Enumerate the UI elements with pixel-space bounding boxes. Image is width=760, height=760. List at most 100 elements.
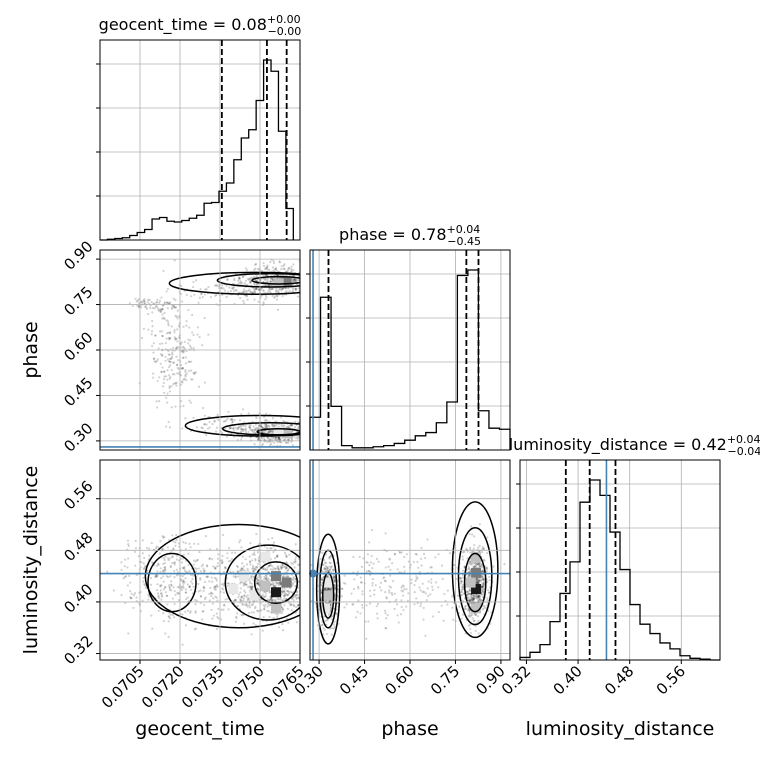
sample-point [272, 269, 275, 272]
sample-point [160, 592, 163, 595]
sample-point [475, 595, 479, 598]
sample-point [277, 437, 280, 440]
sample-point [266, 598, 269, 601]
sample-point [199, 595, 203, 598]
sample-point [154, 305, 158, 308]
sample-point [285, 575, 288, 578]
sample-point [158, 597, 161, 600]
sample-point [269, 437, 272, 440]
sample-point [165, 594, 169, 597]
sample-point [256, 268, 260, 271]
sample-point [216, 599, 219, 602]
sample-point [294, 558, 297, 561]
sample-point [361, 590, 364, 593]
sample-point [193, 293, 196, 296]
sample-point [480, 563, 483, 566]
sample-point [150, 614, 153, 617]
sample-point [297, 278, 300, 282]
sample-point [186, 583, 189, 586]
sample-point [160, 584, 163, 587]
sample-point [275, 298, 279, 301]
sample-point [286, 607, 289, 610]
sample-point [128, 302, 132, 305]
grid-2-0 [100, 460, 301, 660]
sample-point [472, 597, 475, 600]
sample-point [220, 608, 223, 611]
sample-point [256, 565, 259, 568]
sample-point [263, 438, 266, 441]
sample-point [403, 565, 406, 568]
title-text: geocent_time = 0.08 [99, 15, 267, 35]
title-luminosity_distance: luminosity_distance = 0.42+0.04 −0.04 [509, 433, 760, 458]
sample-point [273, 441, 276, 444]
sample-point [468, 567, 471, 570]
sample-point [154, 574, 158, 577]
sample-point [479, 565, 482, 568]
sample-point [204, 535, 208, 538]
sample-point [485, 570, 488, 573]
sample-point [469, 563, 473, 566]
sample-point [143, 300, 146, 303]
sample-point [460, 588, 463, 592]
sample-point [476, 581, 479, 584]
sample-point [187, 342, 190, 345]
sample-point [470, 594, 473, 597]
sample-point [481, 593, 484, 596]
sample-point [165, 301, 168, 304]
sample-point [276, 566, 279, 569]
sample-point [234, 576, 237, 579]
sample-point [278, 261, 281, 264]
sample-point [271, 599, 274, 602]
sample-point [189, 339, 192, 342]
sample-point [481, 590, 485, 593]
sample-point [302, 435, 304, 437]
sample-point [281, 591, 284, 594]
sample-point [143, 566, 146, 570]
sample-point [249, 280, 252, 283]
sample-point [329, 555, 332, 558]
sample-point [467, 575, 470, 578]
sample-point [384, 532, 387, 535]
sample-point [481, 576, 484, 579]
sample-point [293, 278, 296, 282]
sample-point [208, 592, 211, 596]
sample-point [210, 558, 214, 561]
sample-point [285, 592, 288, 595]
sample-point [267, 577, 270, 581]
sample-point [254, 431, 257, 435]
sample-point [215, 547, 219, 551]
sample-point [168, 377, 171, 380]
sample-point [296, 593, 299, 597]
sample-point [269, 280, 272, 283]
sample-point [120, 561, 123, 564]
sample-point [168, 353, 171, 356]
sample-point [461, 569, 465, 572]
sample-point [241, 596, 244, 599]
sample-point [181, 427, 184, 430]
sample-point [472, 594, 475, 597]
sample-point [466, 590, 469, 593]
sample-point [291, 443, 294, 447]
sample-point [163, 558, 166, 562]
sample-point [303, 415, 305, 417]
sample-point [296, 590, 299, 593]
sample-point [217, 617, 220, 620]
sample-point [473, 565, 476, 568]
sample-point [159, 310, 162, 314]
sample-point [268, 268, 271, 272]
sample-point [275, 555, 278, 558]
sample-point [264, 594, 268, 598]
sample-point [221, 533, 225, 537]
sample-point [287, 267, 290, 270]
sample-point [271, 430, 274, 433]
sample-point [296, 295, 300, 298]
sample-point [272, 566, 275, 570]
title-plus: +0.00 [267, 13, 301, 26]
sample-point [293, 580, 296, 583]
sample-point [157, 546, 160, 549]
grid-1-1 [310, 250, 510, 450]
sample-point [247, 412, 250, 415]
sample-point [252, 425, 255, 428]
sample-point [237, 593, 241, 596]
sample-point [271, 536, 274, 540]
